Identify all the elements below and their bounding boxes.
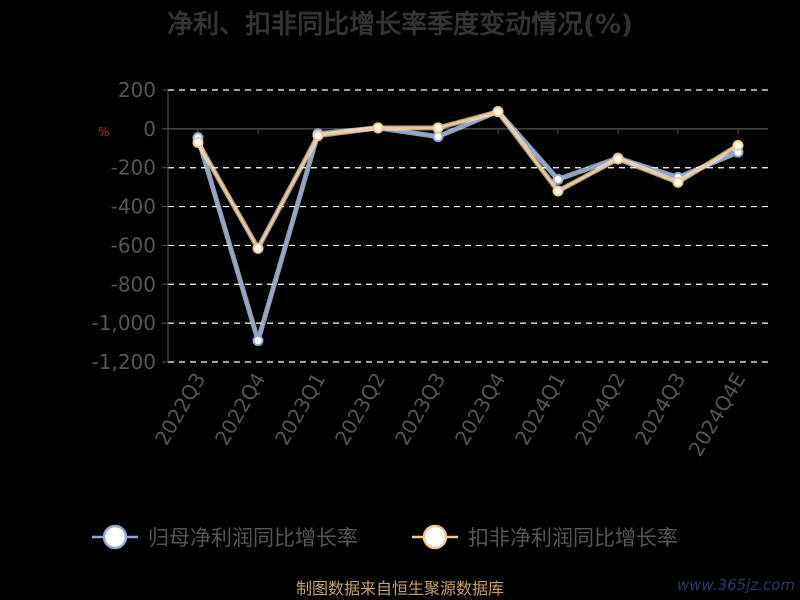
data-point[interactable] — [552, 185, 564, 197]
y-tick-label: 0 — [143, 117, 156, 141]
data-point[interactable] — [252, 242, 264, 254]
data-point[interactable] — [732, 139, 744, 151]
x-tick-label: 2022Q4 — [210, 369, 270, 450]
data-point[interactable] — [552, 173, 564, 185]
data-point[interactable] — [252, 335, 264, 347]
data-point[interactable] — [432, 122, 444, 134]
x-tick-label: 2022Q3 — [150, 369, 210, 450]
y-tick-label: -1,200 — [92, 350, 156, 374]
series-line-halo — [195, 108, 739, 344]
data-point[interactable] — [312, 130, 324, 142]
y-tick-label: -800 — [111, 272, 156, 296]
legend[interactable]: 归母净利润同比增长率 扣非净利润同比增长率 — [92, 524, 678, 550]
y-tick-label: -400 — [111, 195, 156, 219]
y-tick-label: -600 — [111, 233, 156, 257]
y-tick-label: -200 — [111, 156, 156, 180]
grid-lines — [168, 89, 768, 363]
x-tick-label: 2024Q3 — [630, 369, 690, 450]
x-tick-label: 2023Q2 — [330, 369, 390, 450]
data-point[interactable] — [372, 122, 384, 134]
watermark: www.365jz.com — [677, 576, 795, 594]
x-tick-label: 2023Q1 — [270, 369, 330, 450]
legend-marker — [102, 524, 128, 550]
series-line — [196, 110, 739, 250]
y-tick-label: -1,000 — [92, 311, 156, 335]
source-note: 制图数据来自恒生聚源数据库 — [296, 579, 504, 598]
legend-marker — [422, 524, 448, 550]
series-line — [196, 110, 739, 342]
legend-item[interactable]: 扣非净利润同比增长率 — [412, 524, 678, 550]
x-tick-label: 2023Q4 — [450, 369, 510, 450]
legend-item[interactable]: 归母净利润同比增长率 — [92, 524, 358, 550]
data-point[interactable] — [192, 136, 204, 148]
legend-label: 归母净利润同比增长率 — [148, 526, 358, 550]
y-tick-label: 200 — [118, 78, 156, 102]
data-point[interactable] — [432, 131, 444, 143]
data-point[interactable] — [612, 153, 624, 165]
data-point[interactable] — [492, 106, 504, 118]
x-tick-label: 2023Q3 — [390, 369, 450, 450]
legend-label: 扣非净利润同比增长率 — [468, 526, 678, 550]
x-tick-label: 2024Q4E — [684, 369, 751, 461]
x-tick-label: 2024Q1 — [510, 369, 570, 450]
data-point[interactable] — [672, 176, 684, 188]
x-tick-label: 2024Q2 — [570, 369, 630, 450]
series-lines — [192, 105, 744, 347]
y-unit-label: % — [98, 125, 109, 139]
chart-title: 净利、扣非同比增长率季度变动情况(%) — [167, 9, 633, 40]
series-line-halo — [195, 109, 740, 251]
